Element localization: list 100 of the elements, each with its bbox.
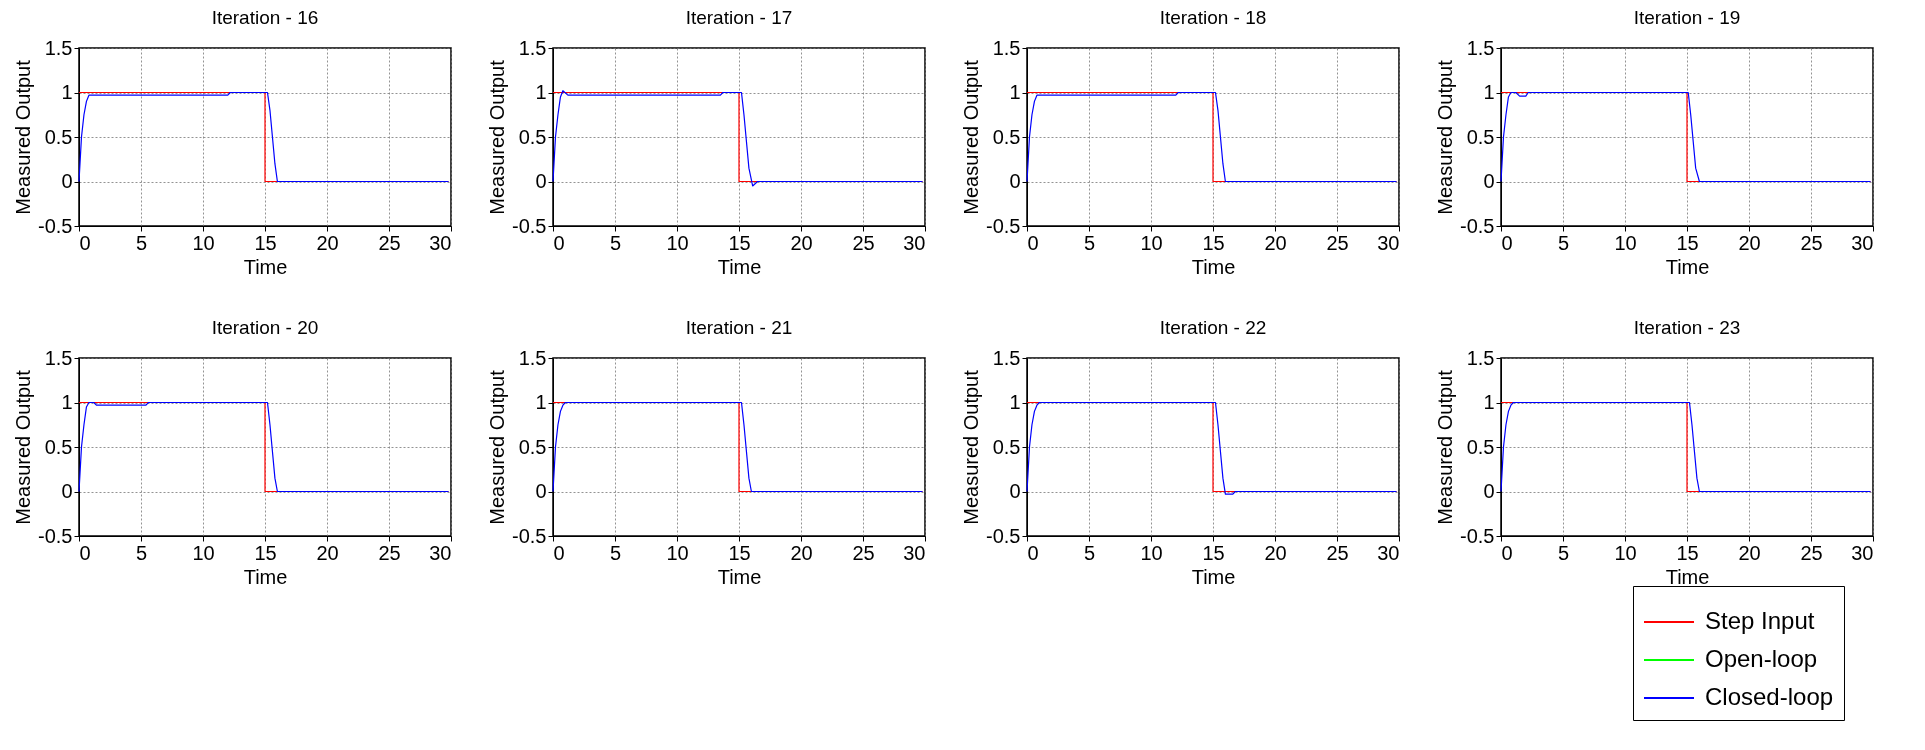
y-tick-label: 0 [535, 170, 547, 192]
y-tick-label: 1 [535, 391, 547, 413]
x-tick-label: 5 [609, 231, 622, 254]
y-axis-title: Measured Output [12, 369, 35, 525]
x-tick-label: 20 [1738, 231, 1761, 254]
x-tick-label: 0 [79, 231, 91, 254]
x-tick-label: 10 [1614, 231, 1637, 254]
x-tick-label: 25 [852, 541, 875, 564]
y-tick-label: 0 [1009, 480, 1021, 502]
y-axis-title: Measured Output [960, 369, 983, 525]
x-tick-label: 15 [728, 541, 751, 564]
x-tick-label: 5 [1083, 541, 1096, 564]
y-tick-label: 1.5 [518, 36, 547, 59]
x-axis-title: Time [243, 565, 288, 588]
legend-label: Closed-loop [1705, 683, 1834, 710]
x-tick-label: 10 [192, 231, 215, 254]
y-tick-label: -0.5 [1460, 524, 1495, 547]
y-tick-label: 1 [1483, 81, 1495, 103]
y-tick-label: 0.5 [518, 125, 547, 148]
y-tick-label: 0 [61, 170, 73, 192]
x-tick-label: 25 [852, 231, 875, 254]
y-tick-label: 0 [1483, 170, 1495, 192]
x-tick-label: 25 [1326, 541, 1349, 564]
y-tick-label: 0.5 [44, 435, 73, 458]
y-tick-label: 0.5 [518, 435, 547, 458]
x-tick-label: 5 [135, 541, 148, 564]
x-tick-label: 30 [903, 541, 926, 564]
x-tick-label: 10 [666, 541, 689, 564]
y-axis-title: Measured Output [960, 59, 983, 215]
x-tick-label: 10 [666, 231, 689, 254]
y-tick-label: 1 [1009, 81, 1021, 103]
chart-title: Iteration - 19 [1633, 7, 1741, 28]
legend-label: Open-loop [1705, 645, 1818, 672]
x-tick-label: 15 [1202, 541, 1225, 564]
x-tick-label: 10 [1614, 541, 1637, 564]
x-tick-label: 20 [1264, 231, 1287, 254]
x-axis-title: Time [1665, 255, 1710, 278]
x-axis-title: Time [717, 255, 762, 278]
y-tick-label: 0 [1483, 480, 1495, 502]
y-tick-label: 0.5 [44, 125, 73, 148]
y-tick-label: 0 [1009, 170, 1021, 192]
chart-title: Iteration - 20 [211, 317, 319, 338]
x-axis-title: Time [1665, 565, 1710, 588]
y-axis-title: Measured Output [12, 59, 35, 215]
x-tick-label: 20 [1264, 541, 1287, 564]
chart-title: Iteration - 16 [211, 7, 319, 28]
x-tick-label: 25 [1326, 231, 1349, 254]
y-tick-label: -0.5 [512, 524, 547, 547]
y-tick-label: -0.5 [1460, 214, 1495, 237]
x-axis-title: Time [1191, 255, 1236, 278]
x-tick-label: 5 [609, 541, 622, 564]
y-axis-title: Measured Output [1434, 59, 1457, 215]
x-tick-label: 25 [1800, 231, 1823, 254]
y-tick-label: -0.5 [38, 214, 73, 237]
x-tick-label: 0 [1027, 541, 1039, 564]
x-tick-label: 0 [1501, 231, 1513, 254]
x-tick-label: 5 [1557, 231, 1570, 254]
y-axis-title: Measured Output [486, 59, 509, 215]
x-tick-label: 15 [728, 231, 751, 254]
y-tick-label: -0.5 [512, 214, 547, 237]
y-tick-label: 0.5 [1466, 435, 1495, 458]
x-tick-label: 15 [1676, 231, 1699, 254]
x-tick-label: 15 [254, 231, 277, 254]
x-tick-label: 0 [1501, 541, 1513, 564]
y-tick-label: 1.5 [1466, 36, 1495, 59]
y-tick-label: -0.5 [38, 524, 73, 547]
x-tick-label: 5 [135, 231, 148, 254]
chart-title: Iteration - 18 [1159, 7, 1267, 28]
y-tick-label: 1 [1009, 391, 1021, 413]
y-axis-title: Measured Output [1434, 369, 1457, 525]
x-tick-label: 10 [1140, 541, 1163, 564]
y-axis-title: Measured Output [486, 369, 509, 525]
x-tick-label: 25 [1800, 541, 1823, 564]
y-tick-label: 1.5 [518, 346, 547, 369]
x-tick-label: 20 [790, 231, 813, 254]
x-axis-title: Time [1191, 565, 1236, 588]
y-tick-label: 0.5 [992, 435, 1021, 458]
y-tick-label: 0.5 [1466, 125, 1495, 148]
x-tick-label: 20 [1738, 541, 1761, 564]
x-tick-label: 10 [1140, 231, 1163, 254]
x-tick-label: 0 [1027, 231, 1039, 254]
chart-title: Iteration - 21 [685, 317, 793, 338]
x-tick-label: 15 [254, 541, 277, 564]
y-tick-label: 1.5 [992, 36, 1021, 59]
y-tick-label: 0.5 [992, 125, 1021, 148]
y-tick-label: 0 [61, 480, 73, 502]
x-tick-label: 0 [553, 541, 565, 564]
chart-title: Iteration - 17 [685, 7, 793, 28]
y-tick-label: -0.5 [986, 214, 1021, 237]
legend-label: Step Input [1705, 607, 1815, 634]
x-tick-label: 30 [1377, 231, 1400, 254]
y-tick-label: 1.5 [992, 346, 1021, 369]
y-tick-label: 1.5 [44, 36, 73, 59]
x-tick-label: 30 [429, 541, 452, 564]
x-tick-label: 30 [1851, 541, 1874, 564]
x-tick-label: 15 [1202, 231, 1225, 254]
x-tick-label: 30 [1377, 541, 1400, 564]
y-tick-label: 1.5 [44, 346, 73, 369]
y-tick-label: 1 [535, 81, 547, 103]
x-tick-label: 15 [1676, 541, 1699, 564]
